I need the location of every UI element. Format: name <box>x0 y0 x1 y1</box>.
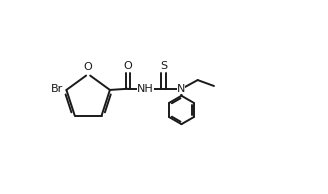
Text: O: O <box>84 62 92 72</box>
Text: Br: Br <box>51 84 63 94</box>
Text: S: S <box>160 61 167 71</box>
Text: NH: NH <box>137 84 154 94</box>
Text: O: O <box>124 61 133 71</box>
Text: N: N <box>177 84 185 94</box>
